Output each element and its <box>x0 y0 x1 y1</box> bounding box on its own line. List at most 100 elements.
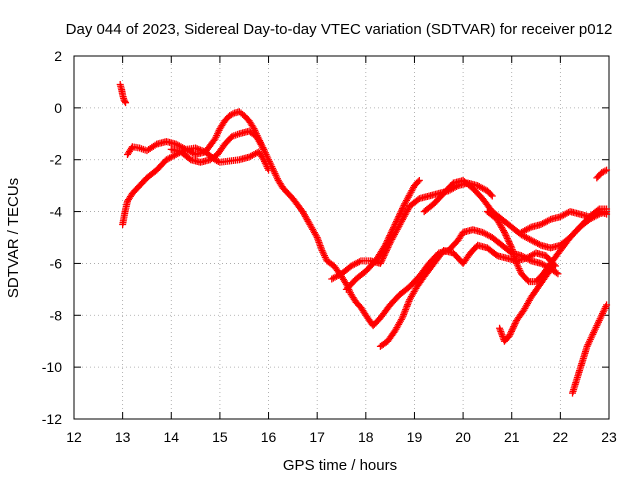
data-point <box>510 323 518 331</box>
data-point <box>392 217 400 225</box>
x-tick-label: 16 <box>261 429 277 445</box>
series-arc-8 <box>376 241 559 350</box>
data-point <box>506 239 514 247</box>
data-point <box>488 192 496 200</box>
x-tick-label: 23 <box>601 429 617 445</box>
series-arc-11 <box>517 208 611 236</box>
data-point <box>535 240 543 248</box>
data-point <box>507 327 515 335</box>
data-point <box>394 214 402 222</box>
data-point <box>500 228 508 236</box>
data-point <box>603 301 611 309</box>
x-tick-label: 22 <box>553 429 569 445</box>
x-tick-label: 13 <box>115 429 131 445</box>
data-point <box>392 219 400 227</box>
data-point <box>414 178 422 186</box>
y-axis-label: SDTVAR / TECUs <box>5 178 22 298</box>
data-point <box>404 301 412 309</box>
data-point <box>381 250 389 258</box>
x-axis-label: GPS time / hours <box>283 457 397 474</box>
data-point <box>526 224 534 232</box>
data-point <box>524 276 532 284</box>
data-point <box>390 222 398 230</box>
data-point <box>503 233 511 241</box>
data-point <box>400 201 408 209</box>
y-tick-label: 0 <box>54 100 62 116</box>
y-tick-labels: -12 -10 -8 -6 -4 -2 0 2 <box>42 48 62 427</box>
data-point <box>501 230 509 238</box>
data-point <box>405 297 413 305</box>
data-point <box>384 236 392 244</box>
data-point <box>386 232 394 240</box>
data-point <box>414 196 422 204</box>
data-point <box>399 203 407 211</box>
data-point <box>398 205 406 213</box>
data-point <box>259 144 267 152</box>
data-point <box>400 311 408 319</box>
data-point <box>505 238 513 246</box>
y-tick-label: -10 <box>42 359 62 375</box>
data-point <box>502 231 510 239</box>
data-point <box>355 258 363 266</box>
data-point <box>379 255 387 263</box>
data-point <box>312 232 320 240</box>
data-point <box>397 315 405 323</box>
data-point <box>549 262 557 270</box>
data-point <box>380 251 388 259</box>
data-point <box>548 264 556 272</box>
data-point <box>508 326 516 334</box>
data-point <box>507 242 515 250</box>
data-point <box>510 321 518 329</box>
y-tick-label: 2 <box>54 48 62 64</box>
x-tick-label: 20 <box>455 429 471 445</box>
data-point <box>382 240 390 248</box>
data-point <box>399 312 407 320</box>
data-point <box>390 224 398 232</box>
data-points <box>116 81 611 397</box>
data-point <box>415 176 423 184</box>
data-point <box>391 221 399 229</box>
data-point <box>506 241 514 249</box>
data-point <box>403 302 411 310</box>
data-point <box>122 99 130 107</box>
series-arc-3 <box>119 144 273 229</box>
data-point <box>151 141 159 149</box>
series-arc-13 <box>593 166 611 182</box>
data-point <box>395 211 403 219</box>
x-tick-labels: 12 13 14 15 16 17 18 19 20 21 22 23 <box>66 429 617 445</box>
x-tick-label: 21 <box>504 429 520 445</box>
data-point <box>389 225 397 233</box>
data-point <box>402 306 410 314</box>
data-point <box>229 110 237 118</box>
data-point <box>603 166 611 174</box>
data-point <box>503 235 511 243</box>
x-tick-label: 17 <box>309 429 325 445</box>
data-point <box>603 210 611 218</box>
y-tick-label: -8 <box>50 307 63 323</box>
data-point <box>396 209 404 217</box>
data-point <box>511 320 519 328</box>
data-point <box>398 314 406 322</box>
data-point <box>400 309 408 317</box>
data-point <box>384 235 392 243</box>
y-tick-label: -2 <box>50 152 63 168</box>
data-point <box>506 330 514 338</box>
grid <box>74 56 609 419</box>
y-tick-label: -4 <box>50 204 63 220</box>
data-point <box>504 236 512 244</box>
x-tick-label: 12 <box>66 429 82 445</box>
series-arc-12 <box>569 301 611 397</box>
data-point <box>395 213 403 221</box>
x-tick-label: 19 <box>407 429 423 445</box>
plot-frame <box>73 55 610 420</box>
data-point <box>404 299 412 307</box>
data-point <box>507 329 515 337</box>
data-point <box>376 259 384 267</box>
x-tick-label: 15 <box>212 429 228 445</box>
data-point <box>265 166 273 174</box>
data-point <box>545 216 553 224</box>
data-point <box>601 167 609 175</box>
data-point <box>385 233 393 241</box>
data-point <box>397 208 405 216</box>
